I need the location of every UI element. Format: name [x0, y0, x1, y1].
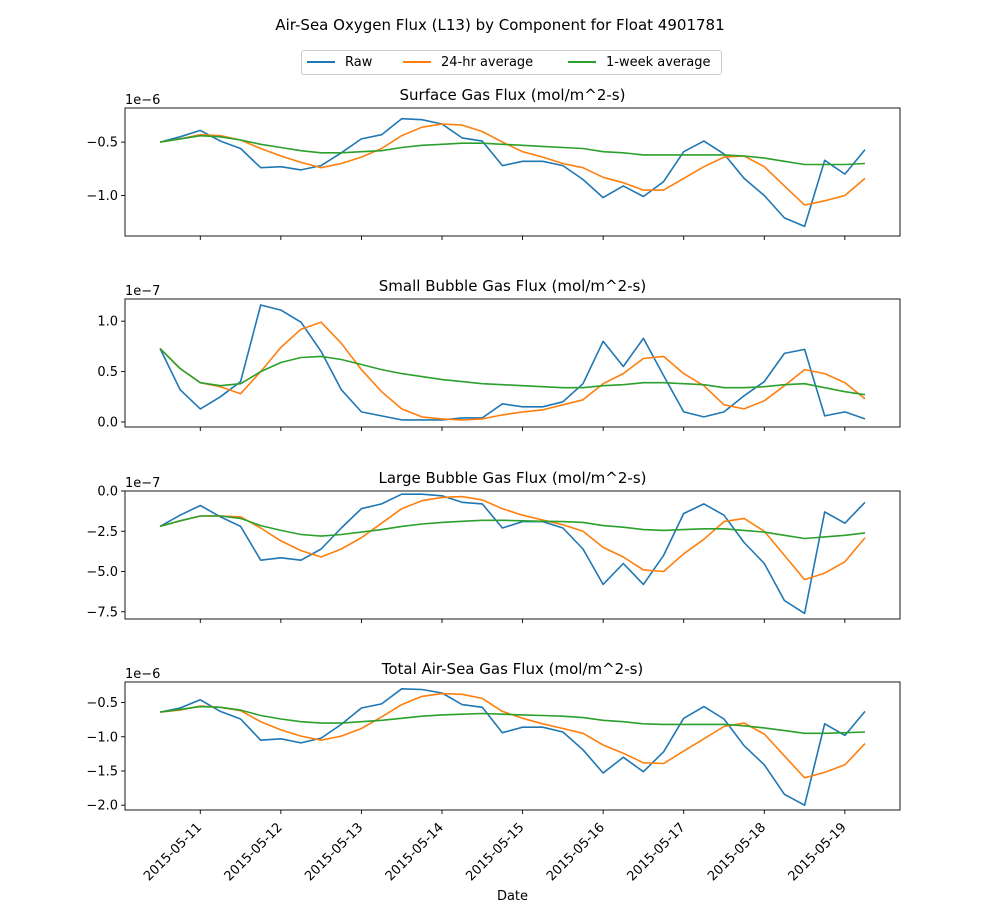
axis-offset-label: 1e−7 [125, 476, 160, 491]
legend: Raw 24-hr average 1-week average [301, 50, 722, 75]
x-tick-label: 2015-05-16 [544, 820, 608, 884]
y-tick-label: 0.0 [97, 415, 118, 430]
axis-offset-label: 1e−6 [125, 93, 160, 108]
y-tick-label: −7.5 [86, 605, 118, 620]
subplot-2: Small Bubble Gas Flux (mol/m^2-s) 1e−7 0.0… [97, 277, 901, 431]
series-line-1-week-average [159, 515, 866, 540]
subplot-frame [124, 490, 901, 620]
y-tick-label: 1.0 [97, 315, 118, 330]
series-line-24-hr-average [159, 321, 866, 421]
y-tick-label: −2.0 [86, 799, 118, 814]
y-tick-label: −0.5 [86, 136, 118, 151]
y-tick-label: −1.0 [86, 189, 118, 204]
subplot-frame [124, 298, 901, 428]
y-tick-label: −5.0 [86, 565, 118, 580]
x-tick-label: 2015-05-15 [463, 820, 527, 884]
series-line-24-hr-average [159, 692, 866, 779]
series-line-24-hr-average [159, 495, 866, 581]
series-line-1-week-average [159, 705, 866, 735]
series-line-1-week-average [159, 347, 866, 396]
legend-item-raw: Raw [307, 55, 372, 71]
x-tick-label: 2015-05-11 [141, 820, 205, 884]
legend-label-1week: 1-week average [606, 55, 711, 70]
legend-label-raw: Raw [345, 55, 373, 70]
subplot-1: Surface Gas Flux (mol/m^2-s) 1e−6 −1.0 −0.5 [86, 86, 901, 240]
subplot-title: Surface Gas Flux (mol/m^2-s) [400, 86, 626, 104]
subplot-title: Large Bubble Gas Flux (mol/m^2-s) [379, 469, 647, 487]
legend-swatch-raw [307, 60, 335, 63]
x-axis-label: Date [497, 889, 528, 900]
subplot-title: Total Air-Sea Gas Flux (mol/m^2-s) [381, 660, 644, 678]
x-tick-label: 2015-05-12 [222, 820, 286, 884]
series-line-1-week-average [159, 134, 866, 166]
x-tick-label: 2015-05-18 [705, 820, 769, 884]
series-line-raw [159, 493, 866, 615]
subplot-title: Small Bubble Gas Flux (mol/m^2-s) [379, 277, 646, 295]
legend-item-24hr: 24-hr average [403, 55, 533, 71]
series-line-raw [159, 304, 866, 421]
axis-offset-label: 1e−7 [125, 284, 160, 299]
y-tick-label: −0.5 [86, 696, 118, 711]
subplot-frame [124, 681, 901, 811]
subplot-4: Total Air-Sea Gas Flux (mol/m^2-s) 1e−6 −2… [86, 660, 901, 900]
y-tick-label: 0.5 [97, 365, 118, 380]
x-tick-label: 2015-05-14 [383, 820, 447, 884]
series-line-24-hr-average [159, 123, 866, 206]
x-tick-label: 2015-05-19 [786, 820, 850, 884]
legend-item-1week: 1-week average [568, 55, 710, 71]
y-tick-label: −1.5 [86, 764, 118, 779]
legend-swatch-1week [568, 60, 596, 63]
legend-swatch-24hr [403, 60, 431, 63]
axis-offset-label: 1e−6 [125, 667, 160, 682]
subplot-frame [124, 107, 901, 237]
series-line-raw [159, 117, 866, 228]
y-tick-label: 0.0 [97, 485, 118, 500]
x-tick-label: 2015-05-17 [625, 820, 689, 884]
legend-label-24hr: 24-hr average [441, 55, 534, 70]
x-tick-label: 2015-05-13 [302, 820, 366, 884]
subplot-3: Large Bubble Gas Flux (mol/m^2-s) 1e−7 −7.… [86, 469, 901, 623]
y-tick-label: −2.5 [86, 525, 118, 540]
series-line-raw [159, 687, 866, 807]
y-tick-label: −1.0 [86, 730, 118, 745]
figure-title: Air-Sea Oxygen Flux (L13) by Component f… [275, 16, 724, 34]
